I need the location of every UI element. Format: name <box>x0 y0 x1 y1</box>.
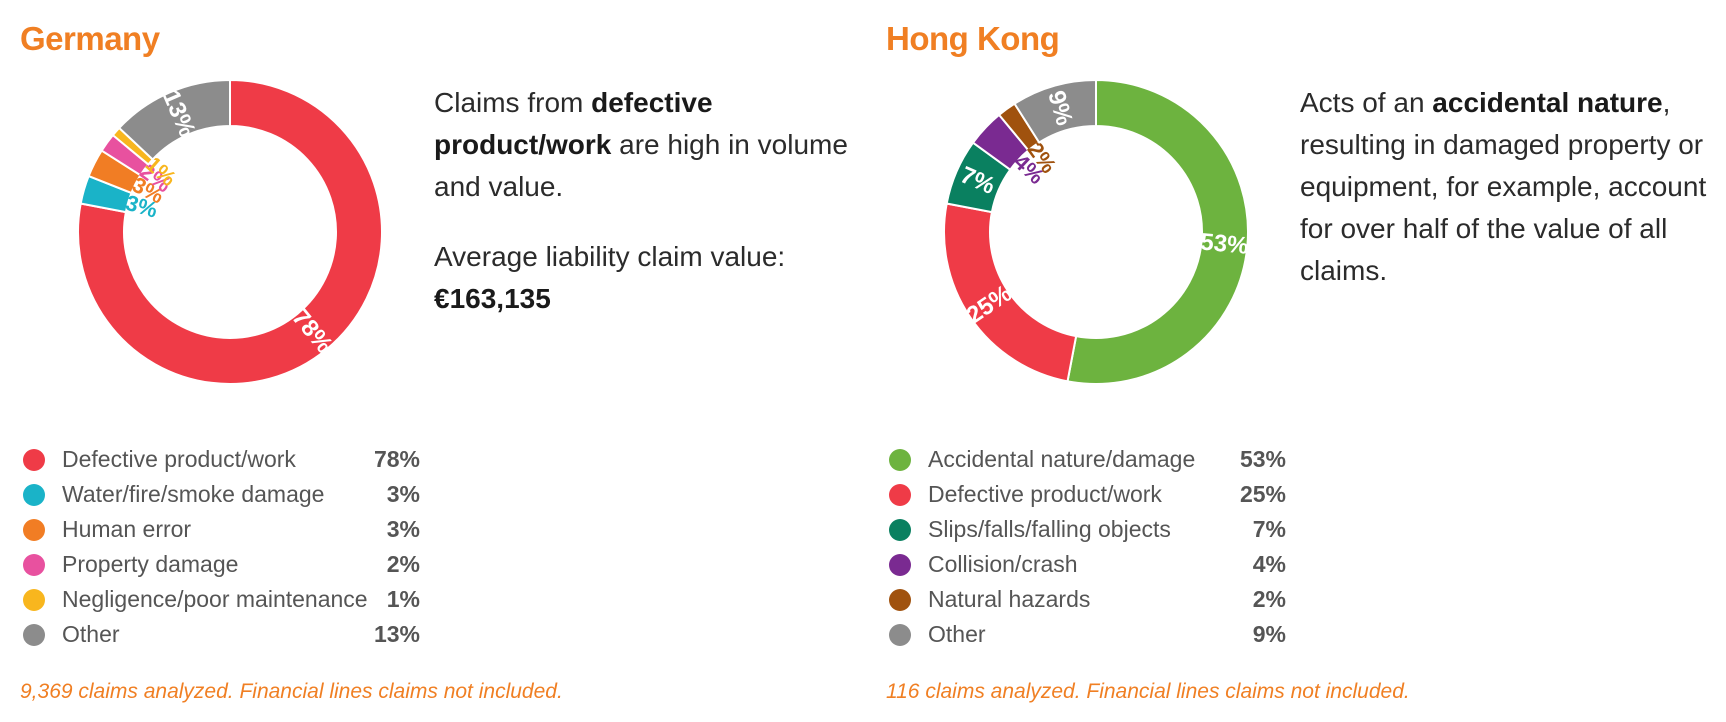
legend-label: Property damage <box>62 551 239 577</box>
body-text: , resulting in damaged property or equip… <box>1300 87 1707 286</box>
legend-label: Human error <box>62 516 192 542</box>
donut-chart: 78%3%3%2%1%13% <box>77 78 383 385</box>
legend-label: Collision/crash <box>928 551 1078 577</box>
legend-value: 13% <box>373 621 420 647</box>
chart-title: Germany <box>20 20 160 57</box>
description-paragraph: Average liability claim value: €163,135 <box>434 236 854 320</box>
body-text: Acts of an <box>1300 87 1433 118</box>
hong-kong-panel: Hong Kong 53% 25% 7% 4% 2% 9% Acts of an acci… <box>866 0 1726 722</box>
legend-value: 3% <box>386 481 420 507</box>
legend: Accidental nature/damage 53% Defective pro… <box>886 442 1286 652</box>
legend-swatch <box>23 554 45 576</box>
legend-item: Human error 3% <box>20 512 420 547</box>
legend-swatch <box>889 484 911 506</box>
legend-swatch <box>889 554 911 576</box>
legend-value: 7% <box>1252 516 1286 542</box>
legend-item: Property damage 2% <box>20 547 420 582</box>
legend-value: 25% <box>1239 481 1286 507</box>
legend-label: Other <box>928 621 986 647</box>
legend-item: Slips/falls/falling objects 7% <box>886 512 1286 547</box>
legend-label: Defective product/work <box>928 481 1162 507</box>
body-text: Average liability claim value: <box>434 241 786 272</box>
legend-value: 78% <box>373 446 420 472</box>
legend: Defective product/work 78% Water/fire/smok… <box>20 442 420 652</box>
legend-swatch <box>889 624 911 646</box>
legend-item: Defective product/work 78% <box>20 442 420 477</box>
legend-item: Other 9% <box>886 617 1286 652</box>
description: Claims from defective product/work are h… <box>434 82 854 348</box>
slice-other <box>117 78 231 161</box>
legend-value: 2% <box>1252 586 1286 612</box>
body-text: Claims from <box>434 87 592 118</box>
emphasis-text: accidental nature <box>1432 87 1663 118</box>
legend-value: 9% <box>1252 621 1286 647</box>
description: Acts of an accidental nature, resulting … <box>1300 82 1720 320</box>
description-paragraph: Claims from defective product/work are h… <box>434 82 854 208</box>
slice-other <box>1013 78 1097 144</box>
chart-title: Hong Kong <box>886 20 1060 57</box>
legend-swatch <box>23 624 45 646</box>
description-paragraph: Acts of an accidental nature, resulting … <box>1300 82 1720 292</box>
emphasis-text: defective product/work <box>434 87 713 160</box>
germany-panel: Germany 78% 3% 3% 2% 1% 13% Claims from defec… <box>0 0 860 722</box>
legend-item: Collision/crash 4% <box>886 547 1286 582</box>
legend-swatch <box>23 519 45 541</box>
legend-value: 2% <box>386 551 420 577</box>
legend-label: Slips/falls/falling objects <box>928 516 1171 542</box>
legend-swatch <box>23 589 45 611</box>
legend-item: Natural hazards 2% <box>886 582 1286 617</box>
legend-value: 53% <box>1239 446 1286 472</box>
legend-label: Water/fire/smoke damage <box>62 481 325 507</box>
legend-label: Natural hazards <box>928 586 1091 612</box>
legend-item: Defective product/work 25% <box>886 477 1286 512</box>
legend-swatch <box>23 449 45 471</box>
donut-chart: 53%25%7% 4%2%9% <box>943 78 1250 385</box>
legend-label: Other <box>62 621 120 647</box>
legend-label: Defective product/work <box>62 446 296 472</box>
legend-value: 4% <box>1252 551 1286 577</box>
legend-swatch <box>23 484 45 506</box>
legend-item: Other 13% <box>20 617 420 652</box>
footnote: 9,369 claims analyzed. Financial lines c… <box>20 680 563 703</box>
slice-label: 53% <box>1199 228 1249 259</box>
legend-swatch <box>889 519 911 541</box>
footnote: 116 claims analyzed. Financial lines cla… <box>886 680 1410 703</box>
slice-accidental-nature-damage <box>1066 78 1249 385</box>
legend-swatch <box>889 449 911 471</box>
body-text: are high in volume and value. <box>434 129 848 202</box>
legend-label: Negligence/poor maintenance <box>62 586 368 612</box>
legend-item: Accidental nature/damage 53% <box>886 442 1286 477</box>
slice-defective-product-work <box>77 78 383 385</box>
legend-value: 1% <box>386 586 420 612</box>
legend-swatch <box>889 589 911 611</box>
legend-item: Negligence/poor maintenance 1% <box>20 582 420 617</box>
legend-value: 3% <box>386 516 420 542</box>
legend-item: Water/fire/smoke damage 3% <box>20 477 420 512</box>
legend-label: Accidental nature/damage <box>928 446 1196 472</box>
emphasis-text: €163,135 <box>434 283 551 314</box>
